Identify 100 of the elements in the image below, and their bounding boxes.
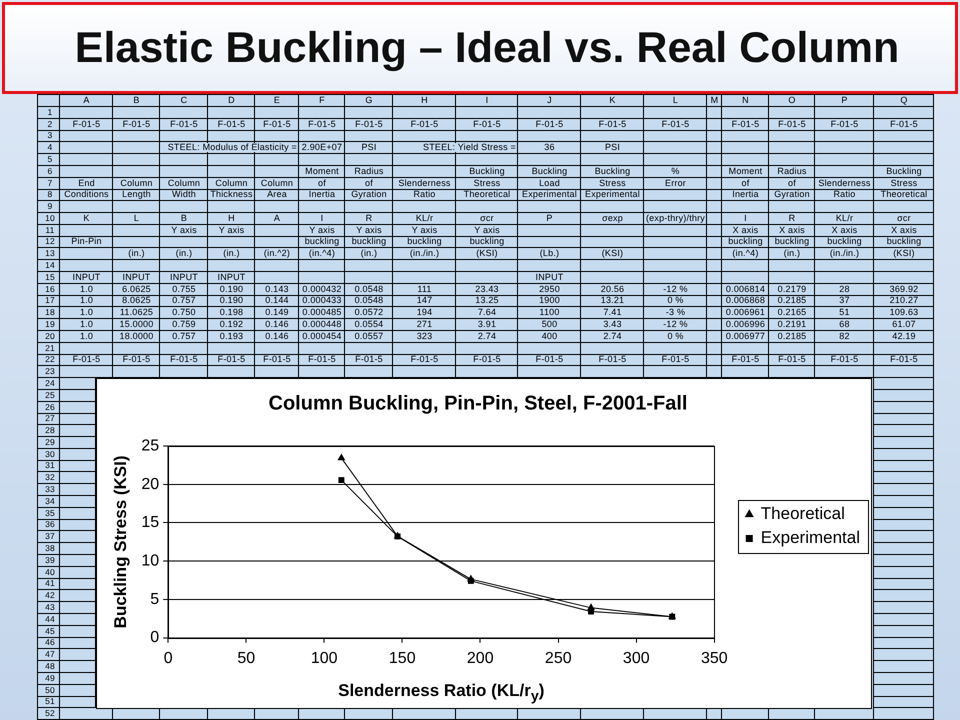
text: Stress <box>890 178 918 188</box>
text: 68 <box>839 319 850 329</box>
text: R <box>788 213 796 223</box>
text: X axis <box>779 225 805 235</box>
x-tick-label: 0 <box>164 650 173 667</box>
category-label: O <box>788 95 796 105</box>
text: 11.0625 <box>120 307 154 317</box>
text: F-01-5 <box>410 119 438 129</box>
text: 147 <box>416 295 432 305</box>
text: % <box>671 166 680 176</box>
x-axis-title: Slenderness Ratio (KL/r$_{y}$) <box>338 681 544 704</box>
text: 0.759 <box>172 319 196 329</box>
text: 0.2165 <box>778 307 806 317</box>
text: 6 <box>48 166 52 176</box>
text: 323 <box>416 331 432 341</box>
x-tick-label: 300 <box>622 650 650 667</box>
category-label: A <box>83 95 90 105</box>
text: F-01-5 <box>598 354 626 364</box>
text: buckling <box>352 236 386 246</box>
text: Y axis <box>218 225 244 235</box>
text: F-01-5 <box>662 119 690 129</box>
text: 0.000485 <box>302 307 342 317</box>
text: 51 <box>839 307 850 317</box>
text: of <box>318 178 326 188</box>
text: INPUT <box>170 272 198 282</box>
category-label: C <box>180 95 188 105</box>
text: (in.) <box>128 248 145 258</box>
text: Theoretical <box>464 189 510 199</box>
text: 7 <box>48 178 52 188</box>
text: 30 <box>45 449 55 459</box>
text: 0.755 <box>172 284 196 294</box>
text: 7.41 <box>603 307 622 317</box>
text: F-01-5 <box>72 119 100 129</box>
text: buckling <box>407 236 442 246</box>
text: F-01-5 <box>72 354 100 364</box>
text: buckling <box>304 236 340 246</box>
text: F-01-5 <box>355 354 383 364</box>
text: X axis <box>832 225 858 235</box>
text: 2.74 <box>603 331 622 341</box>
text: 0.190 <box>220 295 244 305</box>
text: 18.0000 <box>120 331 154 341</box>
y-tick-label: 20 <box>141 476 160 493</box>
text: 33 <box>45 484 55 494</box>
text: 29 <box>45 437 55 447</box>
text: INPUT <box>122 272 150 282</box>
text: (in.^4) <box>732 248 759 258</box>
text: 0.006961 <box>726 307 766 317</box>
text: F-01-5 <box>598 119 626 129</box>
text: 23 <box>45 366 55 376</box>
text: 0.198 <box>220 307 244 317</box>
text: (in.) <box>223 248 240 258</box>
text: 40 <box>45 567 55 577</box>
text: 36 <box>45 519 55 529</box>
text: of <box>742 178 750 188</box>
text: 0.0548 <box>354 284 384 294</box>
text: 10 <box>45 213 55 223</box>
x-tick-label: 100 <box>310 650 338 667</box>
text: 32 <box>45 472 55 482</box>
text: 2950 <box>539 284 560 294</box>
text: of <box>365 178 373 188</box>
text: Thickness <box>210 189 253 199</box>
text: STEEL: Modulus of Elasticity = <box>168 142 297 152</box>
text: 2.74 <box>478 331 496 341</box>
text: 19 <box>45 319 55 329</box>
category-label: E <box>274 95 280 105</box>
text: 8 <box>48 189 52 199</box>
text: 13 <box>45 248 55 258</box>
text: Y axis <box>412 225 438 235</box>
text: F-01-5 <box>473 119 501 129</box>
text: (KSI) <box>476 248 498 258</box>
text: A <box>274 213 280 223</box>
text: 9 <box>48 201 52 211</box>
text: 1.0 <box>80 319 94 329</box>
category-label: K <box>609 95 616 105</box>
y-tick-label: 15 <box>141 514 160 532</box>
text: Column <box>168 178 200 188</box>
text: 0.144 <box>265 295 289 305</box>
text: 1.0 <box>80 331 94 341</box>
text: 4 <box>48 142 52 152</box>
text: 5 <box>48 154 52 164</box>
text: F-01-5 <box>263 119 291 129</box>
text: F-01-5 <box>218 119 246 129</box>
text: 0 % <box>667 295 684 305</box>
text: Buckling <box>594 166 630 176</box>
text: B <box>180 213 188 223</box>
text: F-01-5 <box>355 119 383 129</box>
text: 20 <box>45 331 55 341</box>
text: 3 <box>48 130 52 140</box>
text: KL/r <box>416 213 434 223</box>
text: 12 <box>45 236 55 246</box>
category-label: H <box>421 95 428 105</box>
text: F-01-5 <box>830 354 858 364</box>
text: 271 <box>416 319 432 329</box>
text: 37 <box>45 531 55 541</box>
text: Elastic Buckling – Ideal vs. Real Column <box>2 2 958 94</box>
text: 43 <box>45 602 55 612</box>
text: Buckling <box>469 166 505 176</box>
text: F-01-5 <box>122 119 150 129</box>
text: 109.63 <box>890 307 918 317</box>
text: 8.0625 <box>122 295 151 305</box>
